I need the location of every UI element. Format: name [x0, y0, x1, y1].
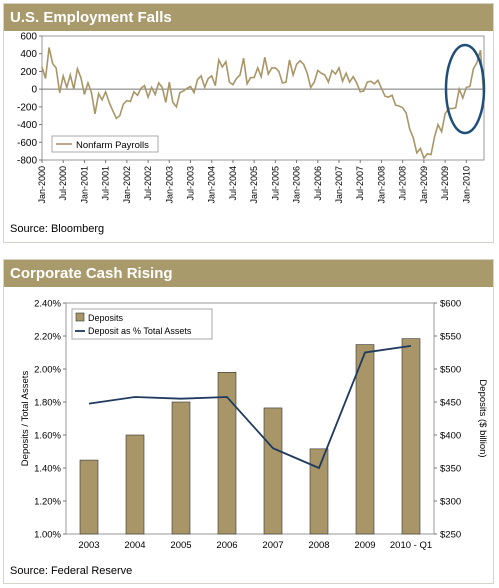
x-tick-label: Jul-2004 [228, 166, 238, 201]
x-tick-label: Jul-2000 [58, 166, 68, 201]
y-tick-label: 600 [20, 32, 37, 43]
rebound-highlight-circle [444, 43, 486, 135]
x-tick-label: 2008 [308, 540, 329, 551]
y-tick-label-left: 1.20% [34, 497, 61, 508]
deposits-bar [125, 434, 145, 535]
y-tick-label-right: $350 [440, 464, 461, 475]
plot-frame [65, 302, 435, 535]
cash-chart-title: Corporate Cash Rising [4, 260, 493, 287]
x-tick-label: Jul-2009 [440, 166, 450, 201]
y-tick-label-right: $500 [440, 365, 461, 376]
y-tick-label-right: $300 [440, 497, 461, 508]
deposits-bar [79, 459, 99, 535]
y-axis-label-right: Deposits ($ billion) [477, 379, 488, 457]
employment-chart-title: U.S. Employment Falls [4, 4, 493, 31]
y-tick-label-left: 1.40% [34, 464, 61, 475]
x-tick-label: Jul-2006 [313, 166, 323, 201]
deposits-bar [263, 407, 283, 535]
y-tick-label-right: $550 [440, 332, 461, 343]
x-tick-label: Jan-2004 [207, 166, 217, 204]
x-tick-label: 2009 [354, 540, 375, 551]
y-tick-label-right: $450 [440, 398, 461, 409]
x-tick-label: 2004 [124, 540, 145, 551]
x-tick-label: Jan-2007 [334, 166, 344, 204]
y-tick-label: -200 [17, 102, 37, 113]
x-tick-label: 2007 [262, 540, 283, 551]
y-tick-label-left: 2.00% [34, 365, 61, 376]
deposits-bar [355, 344, 375, 535]
y-tick-label-right: $250 [440, 530, 461, 541]
x-tick-label: Jan-2010 [461, 166, 471, 204]
employment-panel: U.S. Employment Falls -800 -600 -400 -200 0 2… [3, 3, 494, 243]
legend-label: Nonfarm Payrolls [76, 140, 149, 151]
x-tick-label: Jan-2005 [249, 166, 259, 204]
y-tick-label: -800 [17, 156, 37, 167]
x-tick-label: Jul-2001 [101, 166, 111, 201]
x-tick-label: Jan-2000 [37, 166, 47, 204]
x-tick-label: Jan-2003 [164, 166, 174, 204]
x-tick-label: 2003 [78, 540, 99, 551]
x-tick-label: Jan-2008 [376, 166, 386, 204]
y-tick-label: 200 [20, 67, 37, 78]
x-tick-label: Jul-2007 [355, 166, 365, 201]
payrolls-line [41, 47, 485, 160]
x-tick-label: Jan-2002 [122, 166, 132, 204]
deposits-bar [217, 372, 237, 535]
x-tick-label: Jan-2009 [419, 166, 429, 204]
deposits-bar [401, 338, 421, 535]
x-tick-label: Jul-2002 [143, 166, 153, 201]
legend-swatch-bar [75, 312, 85, 322]
y-axis-label-left: Deposits / Total Assets [20, 371, 31, 467]
x-tick-label: Jan-2001 [79, 166, 89, 204]
legend-box [71, 308, 213, 340]
employment-source: Source: Bloomberg [10, 223, 105, 235]
deposit-pct-line [88, 345, 412, 470]
y-tick-label: -400 [17, 120, 37, 131]
x-tick-label: Jul-2005 [270, 166, 280, 201]
x-tick-label: 2006 [216, 540, 237, 551]
y-tick-label: 0 [31, 85, 37, 96]
y-tick-label-left: 2.20% [34, 332, 61, 343]
cash-chart: 1.00% 1.20% 1.40% 1.60% 1.80% 2.00% 2.20% 2.40%… [20, 299, 488, 552]
legend-label-pct: Deposit as % Total Assets [88, 326, 192, 336]
y-tick-label-left: 1.60% [34, 431, 61, 442]
y-tick-label-right: $600 [440, 299, 461, 310]
deposits-bar [171, 401, 191, 535]
y-tick-label-left: 1.00% [34, 530, 61, 541]
cash-source: Source: Federal Reserve [10, 565, 133, 577]
deposits-bar [309, 448, 329, 535]
y-tick-label: 400 [20, 49, 37, 60]
x-tick-label: 2005 [170, 540, 191, 551]
corporate-cash-panel: Corporate Cash Rising 1.00% 1.20% 1.40% 1.6… [3, 259, 494, 584]
employment-chart: -800 -600 -400 -200 0 200 400 600 Jan-2000 Jul-20… [17, 32, 486, 204]
y-tick-label-left: 2.40% [34, 299, 61, 310]
x-tick-label: 2010 - Q1 [390, 540, 432, 551]
legend-box [51, 135, 159, 153]
x-tick-label: Jul-2003 [186, 166, 196, 201]
y-tick-label-right: $400 [440, 431, 461, 442]
legend-label-deposits: Deposits [88, 313, 124, 323]
y-tick-label-left: 1.80% [34, 398, 61, 409]
x-tick-label: Jul-2008 [398, 166, 408, 201]
y-tick-label: -600 [17, 138, 37, 149]
x-tick-label: Jan-2006 [292, 166, 302, 204]
